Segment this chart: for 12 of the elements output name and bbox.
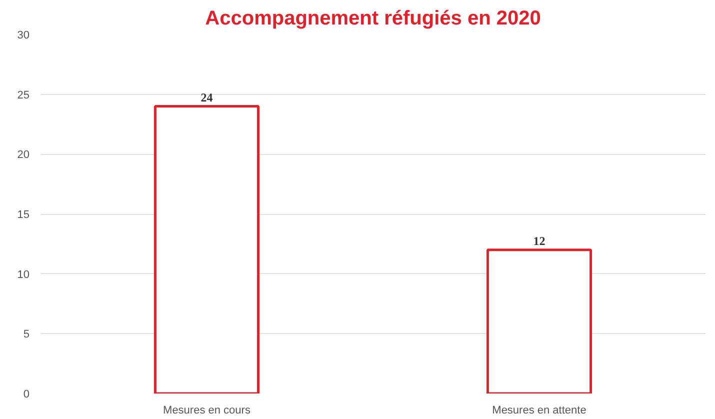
x-tick-label: Mesures en cours <box>163 404 251 416</box>
y-tick-label: 30 <box>17 30 30 42</box>
data-label: 24 <box>200 90 213 104</box>
y-tick-label: 5 <box>23 328 30 341</box>
y-tick-label: 15 <box>17 209 30 221</box>
y-tick-label: 25 <box>17 89 30 102</box>
x-tick-label: Mesures en attente <box>492 404 586 416</box>
data-label: 12 <box>533 234 546 248</box>
y-tick-label: 0 <box>23 388 30 400</box>
y-tick-label: 10 <box>17 268 30 281</box>
chart-title: Accompagnement réfugiés en 2020 <box>205 8 541 30</box>
y-tick-label: 20 <box>17 149 30 162</box>
